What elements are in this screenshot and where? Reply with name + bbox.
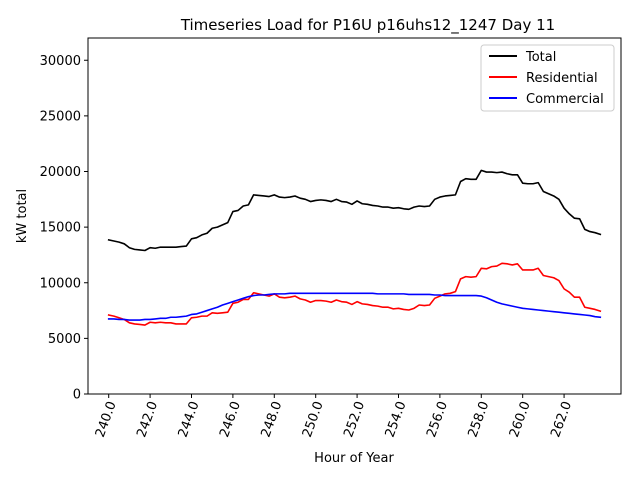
y-axis: 0 5000 10000 15000 20000 25000 30000 [40, 54, 88, 403]
legend: Total Residential Commercial [480, 44, 615, 112]
y-tick-label-2: 10000 [40, 276, 81, 291]
legend-box [480, 44, 615, 112]
chart-title: Timeseries Load for P16U p16uhs12_1247 D… [180, 16, 555, 35]
y-tick-label-1: 5000 [48, 332, 81, 347]
legend-label-commercial: Commercial [526, 92, 604, 107]
plot-frame [87, 37, 622, 395]
y-tick-label-5: 25000 [40, 109, 81, 124]
y-tick-label-4: 20000 [40, 165, 81, 180]
series-line-total [107, 169, 602, 252]
y-tick-label-3: 15000 [40, 221, 81, 236]
series-line-commercial [107, 292, 602, 321]
y-tick-label-0: 0 [73, 388, 81, 403]
legend-label-residential: Residential [526, 71, 598, 86]
legend-label-total: Total [525, 50, 556, 65]
series-layer [107, 169, 602, 326]
series-line-residential [107, 262, 602, 326]
y-tick-label-6: 30000 [40, 54, 81, 69]
x-axis-label: Hour of Year [314, 451, 394, 466]
y-axis-label: kW total [15, 189, 30, 243]
